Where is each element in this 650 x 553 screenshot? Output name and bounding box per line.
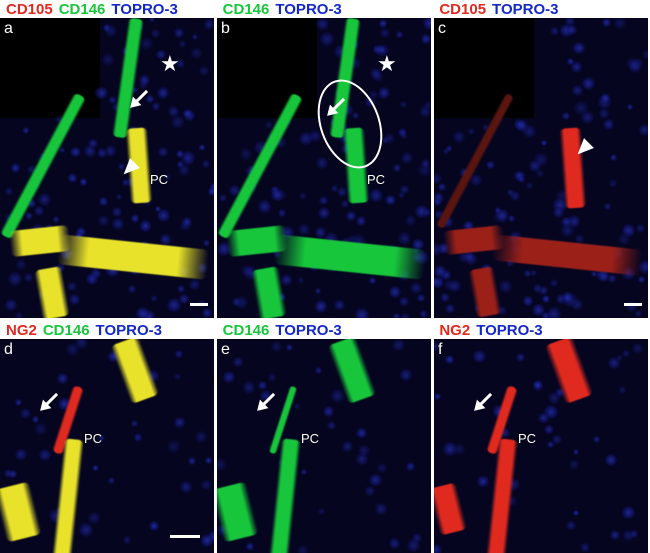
pc-label: PC <box>301 431 319 446</box>
marker-label: CD105 <box>439 1 486 18</box>
marker-label: TOPRO-3 <box>476 322 542 339</box>
scale-bar <box>190 303 208 306</box>
marker-label: CD146 <box>223 322 270 339</box>
panel-letter: a <box>4 20 13 38</box>
header-segment: NG2 TOPRO-3 <box>433 321 650 339</box>
pc-label: PC <box>367 172 385 187</box>
marker-label: TOPRO-3 <box>492 1 558 18</box>
star-icon: ★ <box>377 58 397 70</box>
panel-letter: c <box>438 20 446 38</box>
marker-label: CD146 <box>43 322 90 339</box>
panel-f: f PC <box>434 339 648 553</box>
panel-a: ★ a PC <box>0 18 214 318</box>
header-mid: NG2 CD146 TOPRO-3 CD146 TOPRO-3 NG2 TOPRO-3 <box>0 321 650 339</box>
nuclei-field <box>434 339 648 553</box>
marker-label: CD146 <box>59 1 106 18</box>
panel-b: ★ b PC <box>217 18 431 318</box>
panel-letter: b <box>221 20 230 38</box>
panel-d: d PC <box>0 339 214 553</box>
header-segment: CD146 TOPRO-3 <box>217 321 434 339</box>
figure-root: CD105 CD146 TOPRO-3 CD146 TOPRO-3 CD105 TOPRO-… <box>0 0 650 553</box>
marker-label: TOPRO-3 <box>96 322 162 339</box>
header-segment: NG2 CD146 TOPRO-3 <box>0 321 217 339</box>
marker-label: CD105 <box>6 1 53 18</box>
scale-bar <box>170 535 200 538</box>
marker-label: TOPRO-3 <box>275 1 341 18</box>
panel-letter: f <box>438 341 442 359</box>
panel-e: e PC <box>217 339 431 553</box>
pc-label: PC <box>84 431 102 446</box>
scale-bar <box>624 303 642 306</box>
pc-label: PC <box>518 431 536 446</box>
marker-label: CD146 <box>223 1 270 18</box>
header-segment: CD105 TOPRO-3 <box>433 0 650 18</box>
panel-letter: d <box>4 341 13 359</box>
pc-label: PC <box>150 172 168 187</box>
header-segment: CD146 TOPRO-3 <box>217 0 434 18</box>
marker-label: NG2 <box>6 322 37 339</box>
marker-label: TOPRO-3 <box>111 1 177 18</box>
panel-c: c <box>434 18 648 318</box>
marker-label: TOPRO-3 <box>275 322 341 339</box>
header-top: CD105 CD146 TOPRO-3 CD146 TOPRO-3 CD105 TOPRO-… <box>0 0 650 18</box>
marker-label: NG2 <box>439 322 470 339</box>
header-segment: CD105 CD146 TOPRO-3 <box>0 0 217 18</box>
star-icon: ★ <box>160 58 180 70</box>
panel-letter: e <box>221 341 230 359</box>
